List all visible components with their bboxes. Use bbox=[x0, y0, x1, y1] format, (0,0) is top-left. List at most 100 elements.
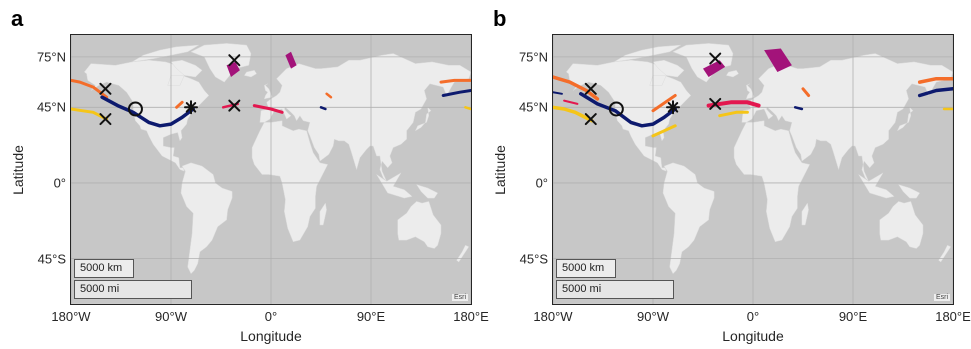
attribution-esri: Esri bbox=[451, 294, 468, 301]
land-new-guinea bbox=[898, 184, 921, 199]
x-marker-stroke bbox=[99, 113, 112, 126]
x-tick-label: 90°E bbox=[356, 309, 386, 324]
y-tick-label: 75°N bbox=[518, 49, 548, 65]
scale-bar: 5000 km 5000 mi bbox=[556, 259, 676, 301]
attribution-esri: Esri bbox=[933, 294, 950, 301]
land-indonesia bbox=[858, 172, 895, 199]
scale-bar-km: 5000 km bbox=[74, 259, 134, 278]
track-crimson bbox=[563, 99, 579, 105]
world-map bbox=[71, 35, 471, 304]
track-navy bbox=[579, 92, 677, 128]
track-navy bbox=[793, 106, 804, 111]
x-marker-stroke bbox=[228, 99, 241, 112]
land-australia bbox=[879, 201, 924, 249]
x-marker-stroke bbox=[709, 97, 722, 110]
land-madagascar bbox=[319, 202, 327, 226]
asterisk-marker-stroke bbox=[185, 102, 197, 113]
x-tick-label: 90°E bbox=[838, 309, 868, 324]
scale-bar: 5000 km 5000 mi bbox=[74, 259, 194, 301]
track-orange bbox=[325, 92, 333, 99]
world-map bbox=[553, 35, 953, 304]
scale-bar-mi: 5000 mi bbox=[74, 280, 192, 299]
x-axis-label: Longitude bbox=[722, 328, 784, 344]
track-orange bbox=[439, 78, 471, 84]
x-axis-label: Longitude bbox=[240, 328, 302, 344]
x-marker bbox=[584, 113, 597, 126]
x-tick-label: 180°W bbox=[51, 309, 91, 324]
x-marker bbox=[709, 52, 722, 65]
x-tick-label: 0° bbox=[264, 309, 278, 324]
x-tick-label: 180°E bbox=[935, 309, 971, 324]
land-south-america bbox=[180, 162, 233, 275]
y-axis-label: Latitude bbox=[492, 145, 508, 195]
panel-letter: b bbox=[493, 6, 507, 31]
asterisk-marker-stroke bbox=[667, 102, 679, 113]
region-magenta bbox=[285, 51, 297, 69]
x-tick-label: 180°E bbox=[453, 309, 489, 324]
panel-letter: a bbox=[11, 6, 24, 31]
track-yellow bbox=[71, 107, 109, 121]
land-south-america bbox=[662, 162, 715, 275]
scale-bar-km: 5000 km bbox=[556, 259, 616, 278]
track-yellow bbox=[718, 110, 749, 118]
land-baffin-island bbox=[652, 59, 685, 78]
asterisk-marker bbox=[184, 100, 198, 115]
land-iceland bbox=[725, 70, 739, 78]
x-marker-stroke bbox=[709, 52, 722, 65]
x-marker bbox=[99, 113, 112, 126]
track-orange bbox=[651, 94, 677, 113]
track-orange bbox=[801, 87, 811, 97]
y-tick-label: 0° bbox=[535, 175, 548, 191]
x-marker bbox=[709, 97, 722, 110]
y-tick-label: 45°S bbox=[519, 251, 548, 267]
region-magenta bbox=[703, 60, 726, 77]
x-tick-label: 180°W bbox=[533, 309, 573, 324]
land-madagascar bbox=[801, 202, 809, 226]
track-navy bbox=[100, 95, 195, 128]
x-marker bbox=[228, 99, 241, 112]
track-yellow bbox=[651, 124, 677, 138]
circle-marker bbox=[608, 101, 624, 117]
land-baffin-island bbox=[170, 59, 203, 78]
track-orange bbox=[175, 100, 184, 109]
asterisk-marker bbox=[666, 100, 680, 115]
circle-marker bbox=[127, 101, 143, 117]
y-tick-label: 75°N bbox=[36, 49, 66, 65]
track-navy bbox=[553, 91, 563, 95]
y-tick-label: 45°N bbox=[518, 99, 548, 115]
x-tick-label: 90°W bbox=[637, 309, 669, 324]
land-canadian-archipelago bbox=[131, 44, 199, 63]
x-tick-label: 0° bbox=[746, 309, 760, 324]
track-orange bbox=[553, 75, 600, 101]
x-marker bbox=[584, 82, 597, 95]
land-new-guinea bbox=[416, 184, 439, 199]
track-yellow bbox=[553, 105, 594, 123]
x-marker-stroke bbox=[584, 113, 597, 126]
land-canadian-archipelago bbox=[613, 44, 681, 63]
land-new-zealand bbox=[938, 244, 952, 263]
land-indonesia bbox=[376, 172, 413, 199]
track-orange bbox=[917, 76, 953, 84]
x-marker bbox=[99, 82, 112, 95]
track-navy bbox=[319, 106, 327, 111]
y-axis-label: Latitude bbox=[10, 145, 26, 195]
track-orange bbox=[71, 78, 109, 99]
map-axes[interactable]: 5000 km 5000 mi Esri bbox=[552, 34, 954, 305]
land-new-zealand bbox=[456, 244, 470, 263]
x-marker-stroke bbox=[228, 54, 241, 67]
region-magenta bbox=[764, 48, 792, 72]
land-australia bbox=[397, 201, 442, 249]
y-tick-label: 45°S bbox=[37, 251, 66, 267]
x-marker-stroke bbox=[584, 82, 597, 95]
x-tick-label: 90°W bbox=[155, 309, 187, 324]
track-crimson bbox=[252, 104, 284, 114]
track-crimson bbox=[706, 100, 761, 108]
map-axes[interactable]: 5000 km 5000 mi Esri bbox=[70, 34, 472, 305]
track-yellow bbox=[464, 106, 471, 111]
track-navy bbox=[441, 89, 471, 97]
y-tick-label: 0° bbox=[53, 175, 66, 191]
land-eurasia bbox=[259, 53, 471, 182]
land-iceland bbox=[243, 70, 257, 78]
y-tick-label: 45°N bbox=[36, 99, 66, 115]
land-greenland bbox=[190, 43, 252, 83]
